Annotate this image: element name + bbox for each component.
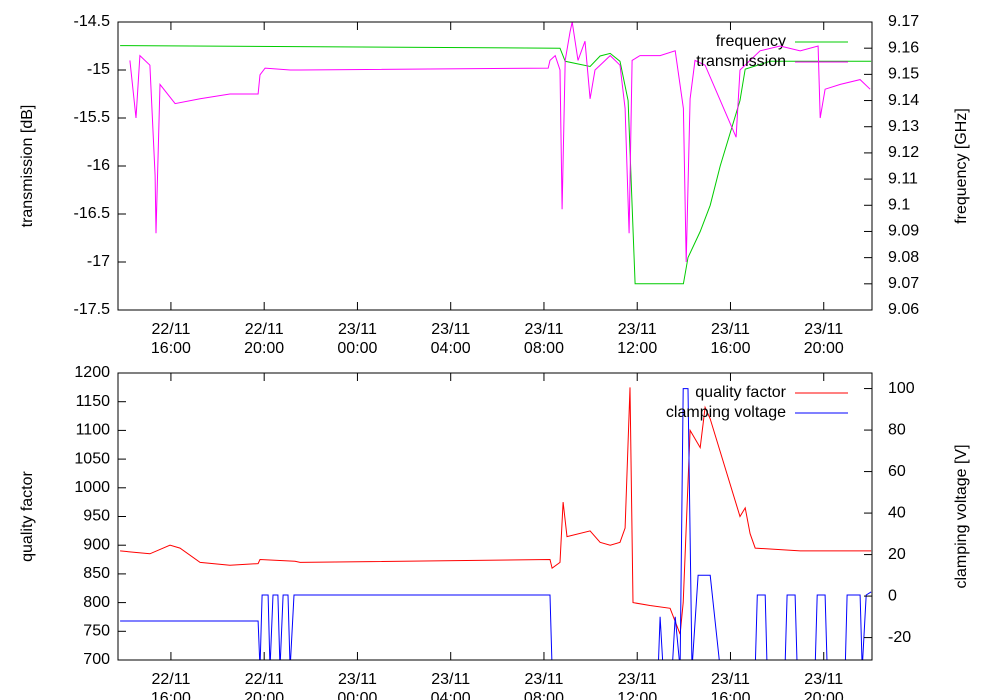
y-tick-label: 900 bbox=[83, 536, 110, 553]
x-tick-label: 22/11 20:00 bbox=[244, 671, 285, 700]
data-line bbox=[120, 45, 872, 285]
x-tick-label: 23/11 16:00 bbox=[710, 671, 751, 700]
x-tick-label: 23/11 12:00 bbox=[617, 671, 658, 700]
y2-axis-label: clamping voltage [V] bbox=[953, 444, 970, 588]
y-axis-label: transmission [dB] bbox=[19, 105, 36, 228]
y2-tick-label: 9.06 bbox=[888, 301, 919, 318]
y2-tick-label: 9.12 bbox=[888, 144, 919, 161]
y2-tick-label: 9.08 bbox=[888, 249, 919, 266]
y2-tick-label: 0 bbox=[888, 587, 897, 604]
y2-tick-label: 9.17 bbox=[888, 13, 919, 30]
y2-tick-label: 9.16 bbox=[888, 39, 919, 56]
x-tick-label: 23/11 16:00 bbox=[710, 321, 751, 357]
y2-tick-label: -20 bbox=[888, 629, 911, 646]
y-tick-label: 700 bbox=[83, 651, 110, 668]
y2-tick-label: 9.1 bbox=[888, 196, 910, 213]
y2-tick-label: 9.09 bbox=[888, 223, 919, 240]
x-tick-label: 23/11 04:00 bbox=[430, 321, 471, 357]
legend-label: quality factor bbox=[695, 384, 786, 401]
x-tick-label: 23/11 00:00 bbox=[337, 671, 378, 700]
x-tick-label: 23/11 00:00 bbox=[337, 321, 378, 357]
x-tick-label: 22/11 16:00 bbox=[150, 321, 191, 357]
legend-label: transmission bbox=[696, 53, 786, 70]
legend-label: clamping voltage bbox=[666, 404, 786, 421]
x-tick-label: 23/11 20:00 bbox=[803, 321, 844, 357]
x-tick-label: 23/11 04:00 bbox=[430, 671, 471, 700]
y2-tick-label: 9.15 bbox=[888, 66, 919, 83]
y-tick-label: -16 bbox=[87, 157, 110, 174]
x-tick-label: 23/11 08:00 bbox=[523, 321, 564, 357]
data-line bbox=[129, 22, 871, 263]
y-tick-label: -17.5 bbox=[74, 301, 111, 318]
y-tick-label: 850 bbox=[83, 565, 110, 582]
y2-tick-label: 80 bbox=[888, 421, 906, 438]
y-tick-label: 1200 bbox=[74, 364, 110, 381]
y2-tick-label: 9.11 bbox=[888, 170, 918, 187]
y-axis-label: quality factor bbox=[19, 470, 36, 561]
y-tick-label: -15.5 bbox=[74, 109, 111, 126]
y-tick-label: 1150 bbox=[76, 393, 111, 410]
y2-tick-label: 9.14 bbox=[888, 92, 919, 109]
y2-tick-label: 9.07 bbox=[888, 275, 919, 292]
x-tick-label: 23/11 12:00 bbox=[617, 321, 658, 357]
y-tick-label: 1100 bbox=[76, 422, 111, 439]
y2-tick-label: 9.13 bbox=[888, 118, 919, 135]
x-tick-label: 22/11 16:00 bbox=[150, 671, 191, 700]
x-tick-label: 22/11 20:00 bbox=[244, 321, 285, 357]
data-line bbox=[120, 387, 872, 635]
y2-tick-label: 60 bbox=[888, 463, 906, 480]
x-tick-label: 23/11 08:00 bbox=[523, 671, 564, 700]
x-tick-label: 23/11 20:00 bbox=[803, 671, 844, 700]
y-tick-label: 1050 bbox=[74, 450, 110, 467]
data-line bbox=[120, 388, 872, 660]
legend-label: frequency bbox=[716, 33, 786, 50]
y2-tick-label: 100 bbox=[888, 380, 915, 397]
y-tick-label: 750 bbox=[83, 623, 110, 640]
y-tick-label: -16.5 bbox=[74, 205, 111, 222]
y-tick-label: -17 bbox=[87, 253, 110, 270]
y2-tick-label: 40 bbox=[888, 504, 906, 521]
y-tick-label: 800 bbox=[83, 594, 110, 611]
y-tick-label: 950 bbox=[83, 508, 110, 525]
y2-axis-label: frequency [GHz] bbox=[953, 108, 970, 224]
y2-tick-label: 20 bbox=[888, 546, 906, 563]
y-tick-label: -15 bbox=[87, 61, 110, 78]
y-tick-label: 1000 bbox=[74, 479, 110, 496]
y-tick-label: -14.5 bbox=[74, 13, 111, 30]
